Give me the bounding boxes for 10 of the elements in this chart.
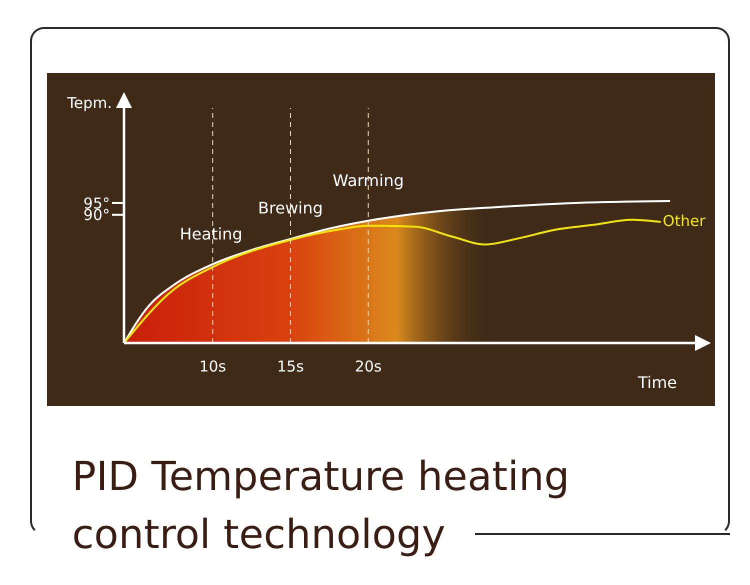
annotation: Heating — [180, 224, 242, 244]
x-axis-title: Time — [636, 373, 677, 392]
text: PID Temperature heating control technology — [72, 453, 571, 560]
x-tick-label: 20s — [354, 358, 382, 376]
x-tick-label: 10s — [199, 358, 226, 376]
y-axis-title: Tepm. — [66, 94, 112, 112]
series-label: Other — [662, 212, 706, 230]
annotation: Warming — [332, 170, 404, 190]
annotation: Brewing — [258, 198, 323, 218]
x-tick-label: 15s — [277, 358, 304, 376]
